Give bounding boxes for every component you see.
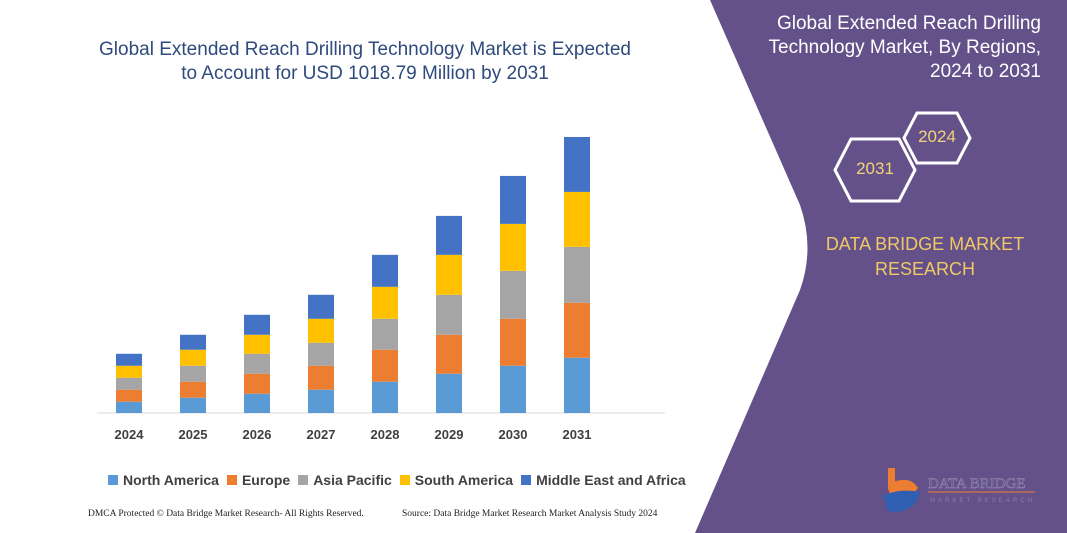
- bar-segment-2026-europe: [244, 373, 270, 394]
- side-panel-title: Global Extended Reach Drilling Technolog…: [768, 13, 1041, 82]
- legend: North America Europe Asia Pacific South Ame…: [108, 472, 686, 488]
- logo-mark-icon: DATA BRIDGE MARKET RESEARCH: [882, 468, 1035, 512]
- x-tick-label: 2024: [115, 427, 145, 442]
- bar-segment-2027-south-america: [308, 318, 334, 343]
- footer-source: Source: Data Bridge Market Research Mark…: [402, 509, 658, 519]
- bar-segment-2024-middle-east-and-africa: [116, 353, 142, 366]
- bar-segment-2027-europe: [308, 365, 334, 390]
- bar-segment-2026-asia-pacific: [244, 353, 270, 374]
- bar-segment-2027-asia-pacific: [308, 342, 334, 366]
- bar-segment-2024-asia-pacific: [116, 377, 142, 390]
- data-bridge-logo: DATA BRIDGE MARKET RESEARCH: [880, 466, 1040, 521]
- legend-swatch: [521, 475, 532, 485]
- legend-item: South America: [399, 472, 514, 488]
- bar-segment-2027-middle-east-and-africa: [308, 294, 334, 319]
- hex-year-2024: 2024: [918, 127, 956, 146]
- footer-copyright: DMCA Protected © Data Bridge Market Rese…: [88, 509, 364, 519]
- bar-segment-2026-north-america: [244, 393, 270, 413]
- bar-segment-2030-middle-east-and-africa: [500, 175, 526, 224]
- legend-label: South America: [414, 472, 514, 488]
- bar-segment-2025-asia-pacific: [180, 365, 206, 382]
- bar-segment-2027-north-america: [308, 389, 334, 413]
- legend-item: North America: [108, 472, 219, 488]
- bar-segment-2029-north-america: [436, 373, 462, 413]
- purple-panel-shape: [695, 0, 1067, 533]
- bar-segment-2030-south-america: [500, 223, 526, 271]
- legend-label: Middle East and Africa: [536, 472, 686, 488]
- bar-segment-2028-south-america: [372, 286, 398, 319]
- stacked-bar-chart: 2024 2025 2026 2027 2028 2029 2030 2031: [97, 136, 665, 442]
- bar-segment-2024-north-america: [116, 401, 142, 413]
- hexagon-2024: [902, 111, 972, 165]
- bar-segment-2028-north-america: [372, 381, 398, 413]
- legend-swatch: [226, 475, 237, 485]
- bar-segment-2024-europe: [116, 389, 142, 402]
- legend-label: Asia Pacific: [313, 472, 392, 488]
- bar-segment-2025-middle-east-and-africa: [180, 334, 206, 350]
- hexagon-2031: [833, 137, 917, 203]
- x-tick-label: 2026: [243, 427, 272, 442]
- bar-segment-2030-asia-pacific: [500, 270, 526, 319]
- bar-segment-2028-asia-pacific: [372, 318, 398, 350]
- bar-segment-2031-asia-pacific: [564, 246, 590, 303]
- legend-item: Asia Pacific: [298, 472, 392, 488]
- bar-segment-2028-middle-east-and-africa: [372, 254, 398, 287]
- x-tick-label: 2027: [307, 427, 336, 442]
- bar-segment-2026-south-america: [244, 334, 270, 354]
- bar-segment-2026-middle-east-and-africa: [244, 314, 270, 335]
- brand-name: DATA BRIDGE MARKET RESEARCH: [825, 234, 1025, 279]
- bar-segment-2031-europe: [564, 302, 590, 358]
- x-tick-label: 2031: [563, 427, 592, 442]
- bar-segment-2025-south-america: [180, 349, 206, 366]
- legend-swatch: [399, 475, 410, 485]
- bar-segment-2025-europe: [180, 381, 206, 398]
- legend-label: Europe: [241, 472, 291, 488]
- legend-item: Europe: [226, 472, 291, 488]
- x-tick-label: 2025: [179, 427, 208, 442]
- chart-title: Global Extended Reach Drilling Technolog…: [99, 39, 631, 84]
- bar-segment-2024-south-america: [116, 365, 142, 378]
- svg-text:MARKET RESEARCH: MARKET RESEARCH: [930, 498, 1035, 504]
- x-tick-label: 2029: [435, 427, 464, 442]
- legend-swatch: [108, 475, 118, 485]
- bar-segment-2029-south-america: [436, 254, 462, 295]
- legend-item: Middle East and Africa: [521, 472, 686, 488]
- svg-text:DATA BRIDGE: DATA BRIDGE: [928, 476, 1026, 492]
- bar-segment-2028-europe: [372, 349, 398, 382]
- bar-segment-2031-north-america: [564, 357, 590, 413]
- bar-segment-2031-south-america: [564, 191, 590, 247]
- bar-segment-2030-europe: [500, 318, 526, 366]
- bar-segment-2031-middle-east-and-africa: [564, 136, 590, 192]
- bar-segment-2025-north-america: [180, 397, 206, 413]
- legend-swatch: [298, 475, 309, 485]
- bar-segment-2029-middle-east-and-africa: [436, 215, 462, 255]
- bar-segment-2030-north-america: [500, 365, 526, 413]
- x-tick-label: 2030: [499, 427, 528, 442]
- bar-segment-2029-asia-pacific: [436, 294, 462, 335]
- x-tick-label: 2028: [371, 427, 400, 442]
- legend-label: North America: [123, 472, 219, 488]
- hex-year-2031: 2031: [856, 159, 894, 178]
- bar-segment-2029-europe: [436, 334, 462, 374]
